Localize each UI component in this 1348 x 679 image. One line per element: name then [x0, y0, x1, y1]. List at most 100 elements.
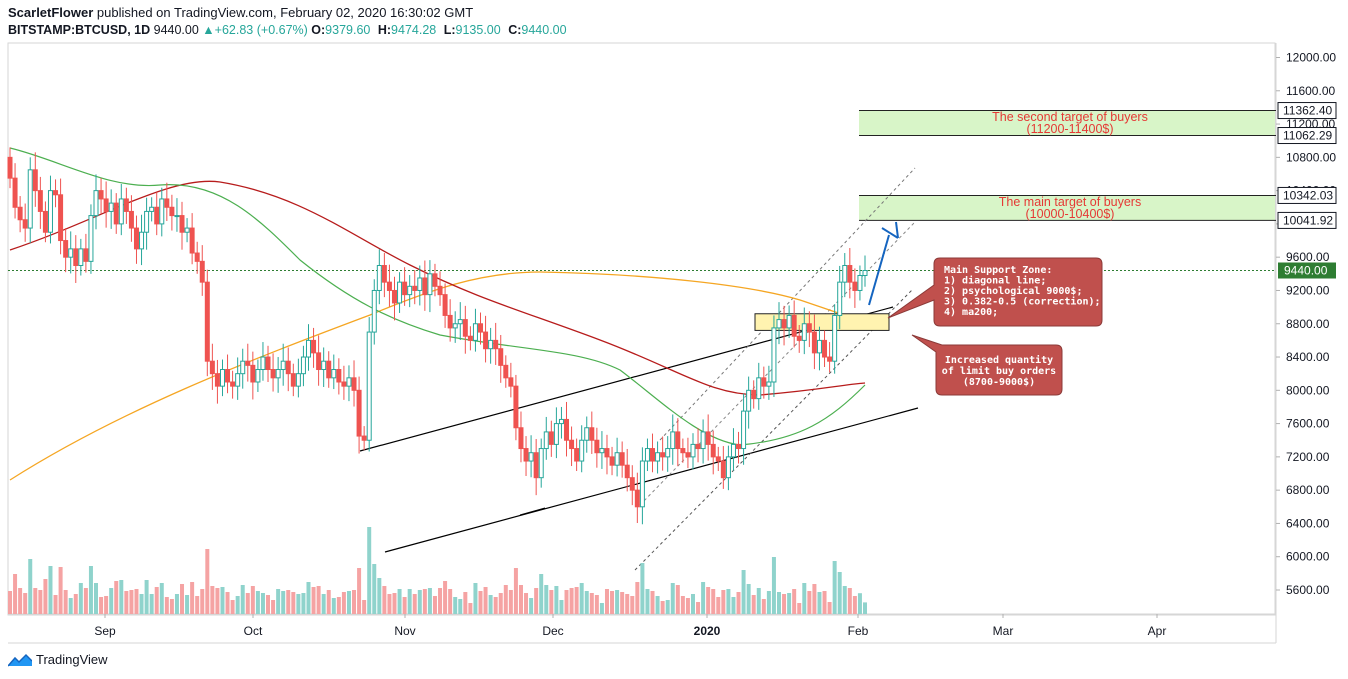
price-level-badge-text: 11362.40	[1283, 104, 1332, 118]
tradingview-brand[interactable]: TradingView	[8, 652, 108, 667]
candle-body	[336, 369, 342, 383]
volume-bar	[812, 584, 817, 614]
channel-segment	[519, 507, 546, 516]
volume-bar	[200, 589, 205, 614]
candle-body	[219, 369, 225, 387]
volume-bar	[402, 597, 407, 614]
volume-bar	[539, 574, 544, 614]
candle-body	[321, 360, 327, 371]
volume-bar	[144, 580, 149, 614]
volume-bar	[53, 595, 58, 614]
volume-bar	[220, 587, 225, 614]
volume-bar	[797, 603, 802, 614]
ma200-line	[9, 271, 866, 481]
candle-body	[599, 448, 605, 454]
candle-body	[204, 281, 210, 362]
author-name[interactable]: ScarletFlower	[8, 5, 94, 20]
support-callout-box	[887, 257, 1103, 327]
candle-body	[270, 369, 276, 379]
candle-body	[305, 339, 311, 358]
candle-body	[68, 248, 74, 258]
candle-body	[781, 319, 787, 329]
candle-body	[37, 190, 43, 212]
candle-body	[786, 314, 792, 329]
volume-bar	[119, 580, 124, 614]
candle-body	[391, 289, 397, 304]
candle-body	[245, 360, 251, 366]
volume-bar	[448, 589, 453, 614]
volume-bar	[78, 583, 83, 614]
volume-bar	[706, 587, 711, 614]
volume-bar	[316, 586, 321, 614]
low-value: 9135.00	[455, 23, 501, 37]
candle-body	[341, 381, 347, 387]
candle-body	[83, 248, 89, 262]
volume-bar	[493, 597, 498, 614]
zone-title: The second target of buyers	[992, 110, 1148, 124]
candle-body	[584, 427, 590, 441]
candle-body	[260, 356, 266, 371]
candle-body	[862, 270, 868, 276]
ma50-line	[9, 147, 866, 446]
support-callout-line: 2) psychological 9000$;	[944, 285, 1082, 297]
volume-bar	[83, 588, 88, 614]
candle-body	[316, 352, 322, 371]
price-level-badge	[1277, 127, 1337, 145]
volume-bar	[766, 591, 771, 614]
support-callout-line: Main Support Zone:	[944, 264, 1052, 276]
candle-body	[705, 431, 711, 445]
second-target-zone	[859, 110, 1275, 136]
volume-bar	[782, 594, 787, 614]
candle-body	[356, 389, 362, 437]
volume-bar	[33, 588, 38, 614]
candle-body	[22, 219, 28, 229]
x-tick-label: Nov	[394, 624, 415, 638]
candle-body	[852, 281, 858, 291]
candle-body	[503, 364, 509, 379]
volume-bar	[589, 593, 594, 614]
volume-bar	[331, 598, 336, 614]
volume-bar	[544, 585, 549, 614]
candle-body	[295, 373, 301, 387]
volume-bar	[139, 594, 144, 614]
candle-body	[199, 260, 205, 283]
x-tick-label: Dec	[542, 624, 563, 638]
candle-body	[78, 248, 84, 267]
volume-bar	[665, 600, 670, 614]
volume-bar	[205, 549, 210, 614]
volume-bar	[129, 590, 134, 614]
y-tick-label: 7200.00	[1286, 450, 1330, 464]
candle-body	[432, 273, 438, 287]
candle-body	[376, 265, 382, 291]
volume-bar	[771, 557, 776, 614]
volume-bar	[569, 588, 574, 614]
candle-body	[285, 360, 291, 375]
volume-bar	[599, 603, 604, 614]
zone-range: (10000-10400$)	[1026, 207, 1115, 221]
high-value: 9474.28	[391, 23, 437, 37]
volume-bar	[817, 592, 822, 614]
volume-bar	[604, 589, 609, 614]
volume-bar	[159, 583, 164, 614]
candle-body	[564, 418, 570, 441]
dotted-channel-upper	[659, 167, 916, 441]
volume-bar	[660, 601, 665, 614]
price-level-badge	[1277, 211, 1337, 229]
volume-bar	[564, 590, 569, 614]
volume-bar	[109, 588, 114, 614]
candle-body	[488, 339, 494, 350]
support-callout-line: 1) diagonal line;	[944, 275, 1046, 287]
volume-bar	[741, 570, 746, 614]
candle-body	[58, 194, 64, 242]
support-callout-line: 4) ma200;	[944, 307, 998, 318]
volume-bar	[857, 593, 862, 614]
volume-bar	[574, 587, 579, 614]
volume-bar	[746, 584, 751, 614]
candle-body	[32, 169, 38, 192]
candle-body	[42, 210, 48, 233]
candle-body	[255, 369, 261, 383]
candle-body	[381, 265, 387, 283]
volume-bar	[68, 598, 73, 614]
candle-body	[265, 356, 271, 371]
